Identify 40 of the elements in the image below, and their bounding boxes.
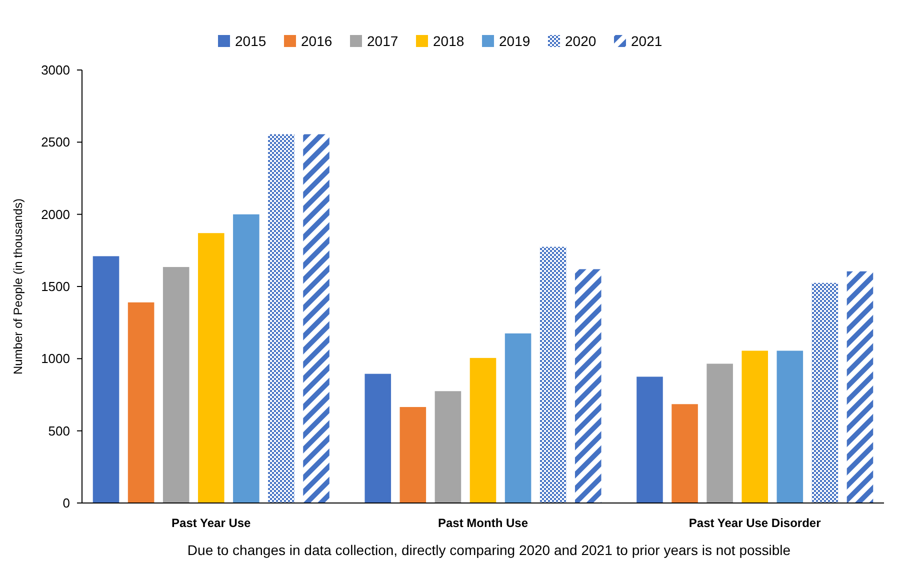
legend-label: 2015 bbox=[235, 32, 266, 49]
bar bbox=[504, 333, 532, 503]
y-tick-label: 3000 bbox=[41, 62, 70, 78]
y-tick-label: 500 bbox=[48, 423, 70, 438]
legend-label: 2021 bbox=[631, 32, 662, 49]
bar bbox=[233, 214, 260, 503]
legend-label: 2017 bbox=[367, 32, 398, 49]
x-tick-label: Past Year Use Disorder bbox=[688, 516, 822, 530]
legend-label: 2019 bbox=[499, 32, 530, 49]
text: Due to changes in data collection, directly comparing 2020 and 2021 to prior years is not possible bbox=[187, 542, 791, 558]
bar bbox=[92, 256, 120, 503]
y-tick-label: 2000 bbox=[41, 206, 70, 222]
bar bbox=[268, 134, 294, 503]
bar bbox=[128, 302, 154, 503]
bar bbox=[706, 364, 733, 503]
bar bbox=[776, 350, 804, 503]
bar bbox=[198, 233, 224, 503]
legend-label: 2016 bbox=[301, 32, 332, 49]
x-tick-label: Past Year Use bbox=[172, 516, 252, 530]
bar bbox=[672, 404, 698, 503]
y-axis-title: Number of People (in thousands) bbox=[11, 198, 25, 375]
y-tick-label: 0 bbox=[62, 496, 70, 511]
bar bbox=[846, 271, 874, 503]
legend-label: 2018 bbox=[433, 32, 464, 49]
bar bbox=[540, 246, 566, 503]
legend-label: 2020 bbox=[565, 32, 596, 49]
y-tick-label: 1000 bbox=[41, 351, 70, 366]
bar bbox=[400, 407, 426, 503]
bar bbox=[636, 376, 663, 503]
bar bbox=[162, 267, 190, 503]
bar bbox=[364, 374, 392, 503]
bar bbox=[303, 134, 330, 503]
bar bbox=[812, 282, 838, 503]
y-tick-label: 2500 bbox=[41, 134, 70, 150]
bar bbox=[742, 350, 768, 503]
y-tick-label: 1500 bbox=[41, 279, 70, 294]
bar bbox=[434, 391, 462, 503]
x-tick-label: Past Month Use bbox=[438, 516, 528, 530]
bar bbox=[574, 269, 602, 503]
bar bbox=[470, 358, 496, 503]
